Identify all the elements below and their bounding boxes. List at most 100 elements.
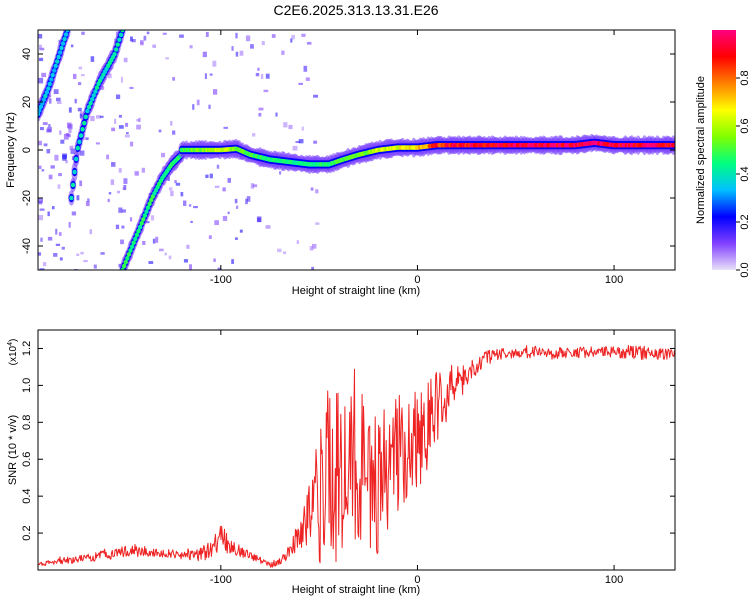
spectrogram-speckle-cell [160,152,166,158]
spectrogram-speckle-cell [257,67,260,71]
spectrogram-speckle-cell [134,171,139,176]
spectrogram-speckle-cell [39,47,45,51]
spectrogram-core-cell [134,232,140,238]
spectrogram-speckle-cell [315,189,319,194]
spectrogram-speckle-cell [239,50,244,56]
snr-ytick-label: 0.4 [21,489,33,504]
spectrogram-speckle-cell [148,261,154,264]
spectrogram-core-cell [139,220,144,226]
spectrogram-speckle-cell [258,112,262,117]
spectrogram-speckle-cell [186,244,190,249]
spectrogram-speckle-cell [146,31,150,35]
spectrogram-speckle-cell [54,154,59,161]
spectrogram-speckle-cell [107,198,110,203]
spectrogram-speckle-cell [48,98,52,104]
spectrogram-speckle-cell [121,225,125,229]
spectrogram-core-cell [63,32,69,37]
spectrogram-speckle-cell [222,215,228,221]
spectrogram-speckle-cell [196,99,200,106]
spectrogram-speckle-cell [43,143,48,147]
colorbar: 0.0 0.2 0.4 0.6 0.8 Normalized spectral ampl… [695,30,750,278]
spectrogram-speckle-cell [204,73,207,79]
spectrogram-speckle-cell [138,117,141,123]
colorbar-gradient [712,30,736,270]
spectrogram-speckle-cell [212,89,218,95]
spectrogram-speckle-cell [313,94,319,98]
spectrogram-speckle-cell [115,224,120,230]
spectrogram-speckle-cell [110,179,115,185]
spectrogram-speckle-cell [124,134,130,138]
spectrogram-speckle-cell [168,255,172,260]
spectrogram-core-cell [128,248,133,253]
spectrogram-core-cell [65,30,70,33]
spectrogram-speckle-cell [202,51,207,58]
spectrogram-speckle-cell [38,33,43,39]
spectrogram-speckle-cell [51,206,55,210]
spectrogram-speckle-cell [250,183,255,189]
spectrogram-core-cell [46,86,51,91]
spectrogram-ylabel: Frequency (Hz) [5,112,17,188]
spectrogram-core-cell [145,205,151,211]
spectrogram-speckle-cell [250,44,254,49]
spectrogram-speckle-cell [164,252,167,256]
spectrogram-speckle-cell [275,112,278,117]
spectrogram-speckle-cell [298,139,304,144]
spectrogram-speckle-cell [41,72,47,78]
spectrogram-core-cell [123,259,128,265]
spectrogram-speckle-cell [46,149,51,154]
spectrogram-speckle-cell [78,66,83,70]
spectrogram-speckle-cell [193,205,198,209]
spectrogram-speckle-cell [281,50,285,55]
spectrogram-speckle-cell [79,180,83,187]
spectrogram-speckle-cell [311,243,317,249]
spectrogram-speckle-cell [90,115,95,122]
snr-series-line [38,345,675,568]
spectrogram-speckle-cell [58,173,63,177]
spectrogram-speckle-cell [80,74,85,77]
colorbar-tick-label: 0.8 [739,70,750,85]
spectrogram-speckle-cell [70,148,76,154]
spectrogram-speckle-cell [209,73,213,76]
spectrogram-core-cell [83,114,88,120]
snr-xtick-label: 100 [605,574,623,586]
spectrogram-speckle-cell [90,56,95,62]
spectrogram-core-cell [131,240,136,246]
spectrogram-speckle-cell [85,137,89,140]
spectrogram-speckle-cell [263,89,269,93]
spectrogram-core-cell [72,169,77,175]
spectrogram-speckle-cell [303,65,308,72]
spectrogram-core-cell [57,50,63,55]
spectrogram-speckle-cell [123,57,128,63]
spectrogram-speckle-cell [136,119,140,122]
spectrogram-speckle-cell [60,139,65,144]
spectrogram-speckle-cell [42,122,48,126]
spectrogram-speckle-cell [53,89,59,95]
spectrogram-speckle-cell [57,184,61,189]
spectrogram-speckle-cell [39,268,45,270]
spectrogram-speckle-cell [68,221,71,228]
spectrogram-core-cell [53,63,58,69]
spectrogram-speckle-cell [209,173,213,179]
spectrogram-speckle-cell [205,174,209,178]
spectrogram-speckle-cell [136,124,141,130]
spectrogram-speckle-cell [114,118,117,124]
spectrogram-speckle-cell [245,198,248,205]
spectrogram-speckle-cell [310,187,314,191]
spectrogram-speckle-cell [214,185,220,188]
spectrogram-xlabel: Height of straight line (km) [292,285,420,297]
spectrogram-speckle-cell [83,259,88,263]
spectrogram-core-cell [149,197,154,203]
spectrogram-core-cell [85,108,90,114]
spectrogram-core-cell [52,68,57,73]
spectrogram-core-cell [93,89,98,94]
spectrogram-core-cell [115,42,120,47]
spectrogram-speckle-cell [189,264,193,270]
spectrogram-speckle-cell [100,252,105,255]
spectrogram-core-cell [54,59,60,64]
spectrogram-speckle-cell [301,126,304,131]
spectrogram-speckle-cell [74,98,77,104]
spectrogram-speckle-cell [256,216,262,223]
spectrogram-speckle-cell [306,41,312,45]
spectrogram-speckle-cell [95,142,100,145]
spectrogram-core-cell [125,256,130,261]
